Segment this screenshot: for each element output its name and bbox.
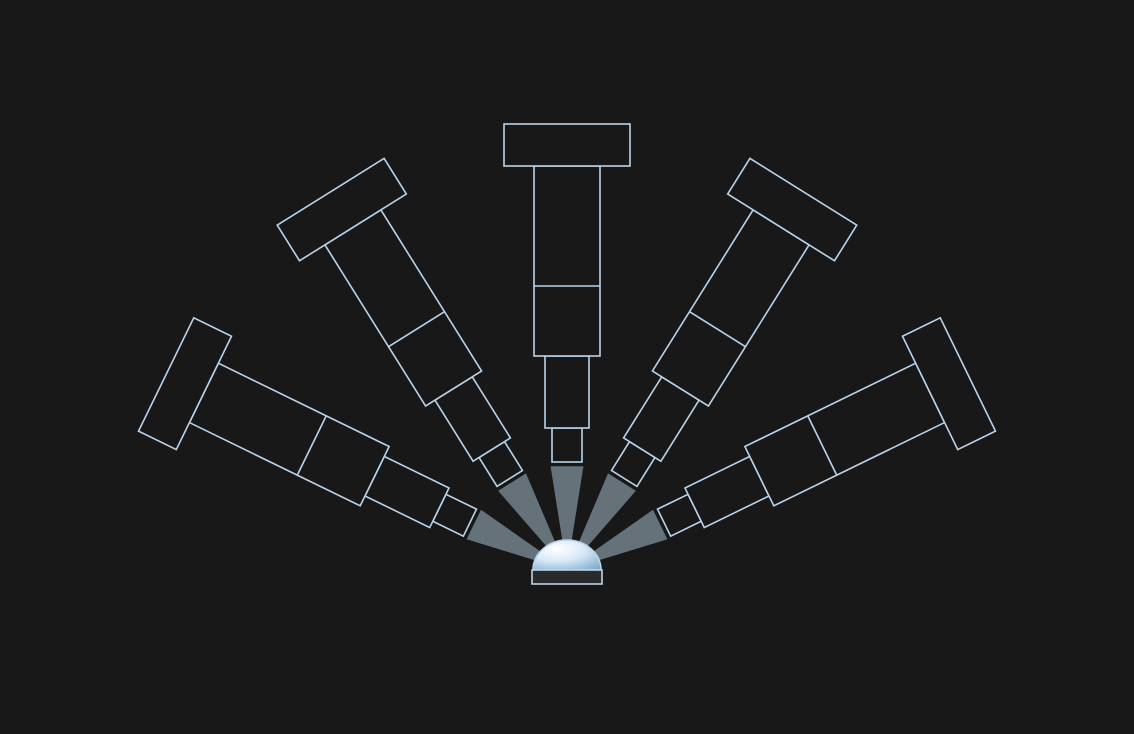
objective-2-barrel xyxy=(545,356,589,428)
objective-2-body xyxy=(534,166,600,356)
objective-2-tip xyxy=(552,428,582,462)
sample-stage xyxy=(532,570,602,584)
diagram-canvas xyxy=(0,0,1134,734)
objective-2-cap xyxy=(504,124,630,166)
